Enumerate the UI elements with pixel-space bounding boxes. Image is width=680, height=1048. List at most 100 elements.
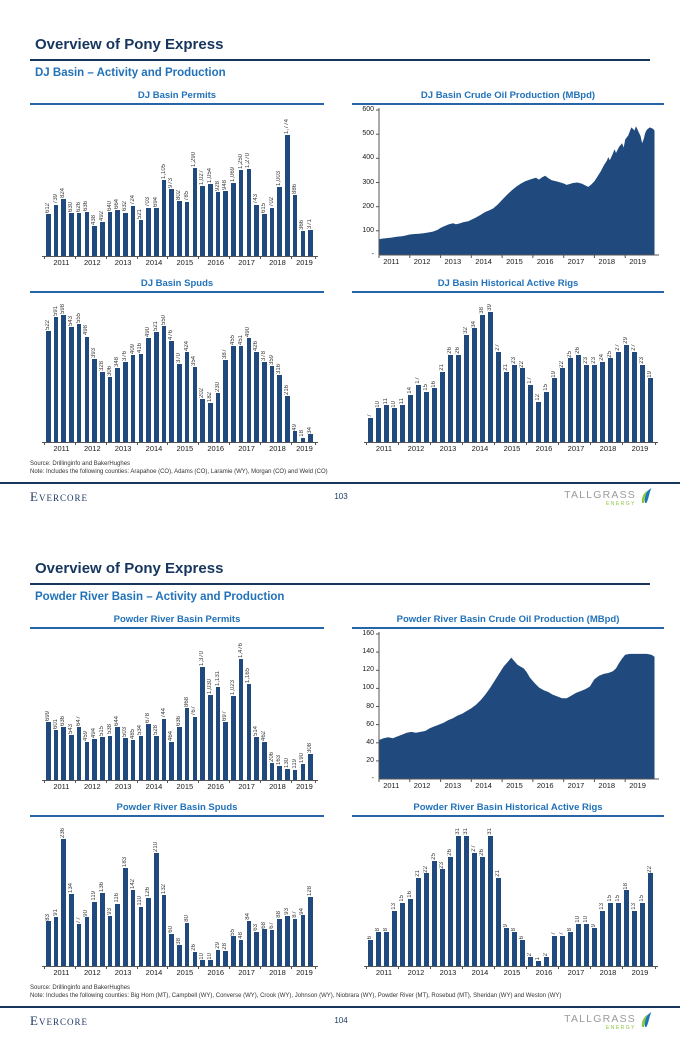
bar	[262, 361, 267, 442]
bar-value-label: 60	[168, 925, 175, 933]
bar	[300, 230, 306, 256]
bar	[223, 722, 229, 780]
x-axis-year-label: 2013	[439, 443, 457, 453]
y-axis-tick-label: 600	[362, 106, 374, 114]
bar	[123, 867, 128, 966]
bar	[92, 225, 97, 256]
x-axis-tick	[136, 255, 138, 259]
bar-value-label: 612	[44, 202, 51, 213]
bar-value-label: 1,290	[191, 151, 198, 167]
x-axis-year-label: 2015	[176, 967, 194, 977]
bar-value-label: 93	[283, 908, 290, 915]
x-axis-tick	[74, 965, 76, 969]
bar-value-label: 21	[414, 869, 421, 877]
x-axis-tick	[558, 965, 559, 969]
x-axis-year-label: 2018	[269, 443, 286, 453]
bar	[254, 737, 259, 780]
x-axis-year-label: 2014	[145, 443, 163, 453]
bar	[608, 358, 613, 442]
chart-plot-area: 699 601 636 543 647 459 494 515 538 644 503 485 534 6…	[30, 629, 324, 791]
bar-value-label: 11	[398, 397, 405, 404]
bar-value-label: 744	[160, 707, 167, 718]
bar	[69, 893, 74, 966]
bar	[138, 906, 144, 966]
bar	[208, 403, 213, 442]
bar-value-label: 39	[486, 304, 493, 311]
bar-value-label: 22	[646, 865, 653, 873]
section-subtitle: DJ Basin – Activity and Production	[35, 67, 226, 79]
bar	[512, 365, 517, 442]
x-axis-tick	[398, 441, 399, 445]
x-axis-year-label: 2011	[383, 256, 400, 266]
bar-value-label: 27	[614, 344, 621, 351]
bar-value-label: 27	[494, 344, 501, 351]
bar-value-label: 25	[430, 853, 437, 860]
bar	[154, 853, 159, 966]
bar	[169, 741, 175, 780]
bar-value-label: 387	[222, 348, 229, 359]
source-line: Source: Drillinginfo and BakerHughes	[30, 461, 131, 467]
x-axis-year-label: 2015	[503, 967, 521, 977]
source-note: Source: Drillinginfo and BakerHughes Not…	[30, 985, 561, 1000]
chart-plot-area: 7 10 11 10 11 14 17 15 16 21 26 26 32 34 38 39 27 21 23 22 1…	[352, 293, 664, 453]
bar-value-label: 10	[390, 400, 397, 408]
bar	[285, 396, 290, 442]
chart-powder-river-basin-crude-oil-production: Powder River Basin Crude Oil Production …	[352, 614, 664, 791]
x-axis-year-label: 2016	[207, 781, 225, 791]
bar-value-label: 29	[214, 942, 221, 950]
chart-dj-basin-permits: DJ Basin Permits 612 739 824 630 626 636 438 49…	[30, 90, 324, 267]
x-axis-year-label: 2019	[296, 443, 313, 453]
bar	[76, 726, 82, 780]
bar	[308, 754, 313, 780]
bar-value-label: 18	[622, 882, 629, 890]
bar-value-label: 23	[438, 861, 445, 869]
y-axis-tick-label: 200	[362, 202, 374, 210]
bar	[107, 735, 113, 780]
x-axis-year-label: 2012	[407, 443, 425, 453]
bar	[154, 736, 159, 780]
chart-title-underline	[352, 815, 664, 817]
bar-value-label: 132	[160, 884, 167, 895]
y-axis-tick-label: 300	[362, 178, 374, 186]
bar	[496, 877, 501, 966]
bar	[632, 351, 637, 442]
bar-value-label: 13	[390, 903, 397, 911]
bar	[488, 311, 493, 442]
x-axis-year-label: 2014	[471, 967, 489, 977]
tallgrass-logo: TALLGRASS ENERGY	[564, 487, 652, 509]
x-axis-tick	[167, 441, 169, 445]
x-axis-year-label: 2018	[269, 257, 286, 267]
x-axis-year-label: 2015	[506, 256, 523, 266]
bar-value-label: 1,131	[214, 670, 221, 686]
bar-value-label: 163	[276, 755, 283, 766]
x-axis-tick	[198, 441, 200, 445]
bar	[292, 769, 298, 780]
bar-value-label: 94	[299, 907, 306, 915]
bar	[238, 939, 244, 966]
bar-value-label: 1,023	[229, 679, 236, 695]
bar-value-label: 928	[214, 181, 221, 192]
evercore-logo: Evercore	[30, 489, 88, 504]
x-axis	[364, 965, 658, 967]
bar-value-label: 21	[494, 869, 501, 877]
chart-title-underline	[30, 815, 324, 817]
bar	[100, 222, 105, 256]
chart-dj-basin-spuds: DJ Basin Spuds 522 591 598 543 555 498 393 328 3…	[30, 278, 324, 453]
bar	[192, 167, 198, 256]
bar-value-label: 1,165	[245, 668, 252, 684]
bar-value-label: 128	[307, 886, 314, 897]
bar	[285, 134, 290, 256]
bar	[400, 902, 405, 966]
bar-value-label: 647	[75, 715, 82, 726]
bar	[246, 338, 252, 442]
bar	[308, 434, 313, 442]
bar-value-label: 490	[245, 327, 252, 338]
bar	[138, 735, 144, 780]
bar	[69, 212, 74, 256]
bar-value-label: 426	[253, 340, 260, 351]
bar	[584, 923, 589, 966]
bar	[223, 190, 229, 256]
bar-value-label: 63	[253, 924, 260, 931]
bar-value-label: 492	[98, 211, 105, 222]
x-axis-tick	[260, 255, 261, 259]
